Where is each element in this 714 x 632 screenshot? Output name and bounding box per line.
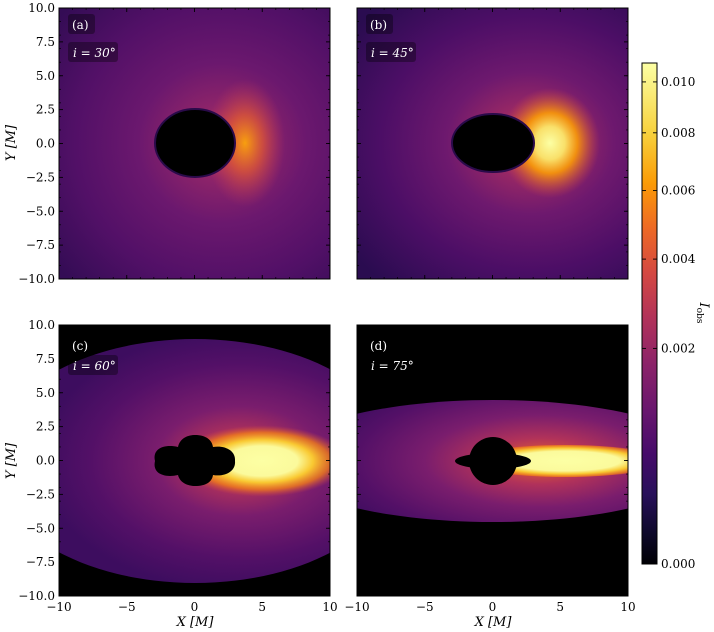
panel-b: (b) i = 45° xyxy=(356,7,629,280)
panel-a-inclination: i = 30° xyxy=(73,46,116,60)
colorbar-label-main: I xyxy=(696,302,711,309)
y-tick-label: 0.0 xyxy=(36,454,55,468)
y-tick-label: 7.5 xyxy=(36,35,55,49)
y-tick-label: −2.5 xyxy=(26,170,55,184)
y-tick-label: 5.0 xyxy=(36,386,55,400)
panel-b-tag: (b) xyxy=(370,18,387,32)
y-tick-label: 7.5 xyxy=(36,352,55,366)
colorbar-tick-label: 0.004 xyxy=(661,252,696,266)
y-tick-label: −7.5 xyxy=(26,555,55,569)
y-axis-label-bottom: Y [M] xyxy=(4,442,19,479)
colorbar-tick-label: 0.002 xyxy=(661,341,695,355)
panel-a-black-hole-shadow xyxy=(155,109,235,177)
panel-c-black-hole-shadow xyxy=(154,435,236,486)
x-tick-label: 5 xyxy=(258,600,266,614)
y-tick-label: 2.5 xyxy=(36,420,55,434)
y-tick-label: 0.0 xyxy=(36,137,55,151)
x-tick-label: 0 xyxy=(191,600,199,614)
panel-a: (a) i = 30° xyxy=(58,7,331,280)
panel-b-inclination: i = 45° xyxy=(371,46,414,60)
colorbar: 0.000 0.002 0.004 0.006 0.008 0.010 Iobs xyxy=(641,62,711,571)
y-tick-label: 2.5 xyxy=(36,103,55,117)
colorbar-gradient xyxy=(641,62,658,565)
y-tick-label: −10.0 xyxy=(18,589,55,603)
x-tick-label: −10 xyxy=(46,600,71,614)
x-axis-label-left: X [M] xyxy=(176,615,215,630)
colorbar-ticks: 0.000 0.002 0.004 0.006 0.008 0.010 xyxy=(642,75,696,571)
y-axis-label-top: Y [M] xyxy=(4,124,19,161)
panel-c: (c) i = 60° xyxy=(58,324,331,597)
y-tick-label: −5.0 xyxy=(26,521,55,535)
panel-d-black-hole-shadow xyxy=(469,437,517,485)
panel-d-tag: (d) xyxy=(370,339,387,353)
y-tick-label: 5.0 xyxy=(36,69,55,83)
panel-a-tag: (a) xyxy=(72,18,89,32)
x-axis-label-right: X [M] xyxy=(474,615,513,630)
panel-c-tag: (c) xyxy=(72,339,88,353)
x-tick-label: 10 xyxy=(620,600,635,614)
colorbar-tick-label: 0.008 xyxy=(661,126,695,140)
y-tick-label: 10.0 xyxy=(28,1,55,15)
x-tick-label: 0 xyxy=(489,600,497,614)
axes-layer: 10.07.55.02.50.0−2.5−5.0−7.5−10.0−10 −5 0 5… xyxy=(18,1,635,614)
colorbar-tick-label: 0.010 xyxy=(661,75,695,89)
panel-b-black-hole-shadow xyxy=(452,114,534,172)
y-tick-label: 10.0 xyxy=(28,318,55,332)
colorbar-label: Iobs xyxy=(694,302,711,324)
colorbar-label-sub: obs xyxy=(694,308,704,324)
x-tick-label: −10 xyxy=(344,600,369,614)
colorbar-tick-label: 0.006 xyxy=(661,184,695,198)
x-tick-label: −5 xyxy=(416,600,434,614)
panel-c-inclination: i = 60° xyxy=(73,359,116,373)
panel-d: (d) i = 75° xyxy=(356,324,629,597)
x-tick-label: 10 xyxy=(322,600,337,614)
y-tick-label: −2.5 xyxy=(26,487,55,501)
y-tick-label: −10.0 xyxy=(18,272,55,286)
y-tick-label: −7.5 xyxy=(26,238,55,252)
y-tick-label: −5.0 xyxy=(26,204,55,218)
x-tick-label: 5 xyxy=(556,600,564,614)
colorbar-tick-label: 0.000 xyxy=(661,557,695,571)
panel-d-inclination: i = 75° xyxy=(371,359,414,373)
x-tick-label: −5 xyxy=(118,600,136,614)
